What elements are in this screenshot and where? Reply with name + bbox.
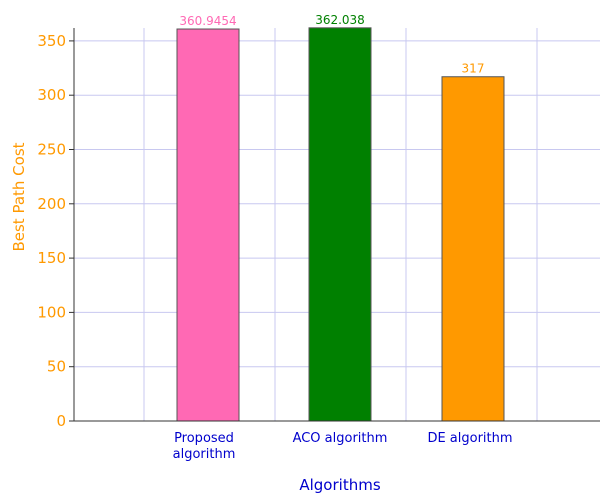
y-tick-label: 250 (37, 141, 66, 159)
bars (176, 27, 505, 422)
data-label: 317 (462, 62, 485, 76)
bar (441, 76, 505, 422)
x-axis-title: Algorithms (299, 476, 380, 494)
data-label: 360.9454 (179, 14, 236, 28)
y-tick-label: 150 (37, 249, 66, 267)
y-axis-title: Best Path Cost (10, 142, 28, 251)
y-tick-label: 0 (56, 412, 66, 430)
x-category-label: ACO algorithm (293, 431, 388, 446)
x-category-label-line: algorithm (173, 447, 236, 462)
x-category-label-line: Proposed (174, 431, 234, 446)
x-category-label: DE algorithm (427, 431, 512, 446)
data-label: 362.038 (315, 13, 365, 27)
y-tick-label: 50 (47, 358, 66, 376)
x-category-labels: Proposed algorithm ACO algorithm DE algorit… (173, 431, 513, 462)
y-tick-labels: 0 50 100 150 200 250 300 350 (37, 32, 74, 430)
x-category-label-line: DE algorithm (427, 431, 512, 446)
y-tick-label: 100 (37, 303, 66, 321)
x-category-label: Proposed algorithm (173, 431, 236, 462)
bar (176, 28, 240, 422)
bar (308, 27, 372, 422)
y-tick-label: 200 (37, 195, 66, 213)
y-tick-label: 300 (37, 86, 66, 104)
y-tick-label: 350 (37, 32, 66, 50)
data-labels: 360.9454 362.038 317 (179, 13, 484, 76)
axes (73, 28, 600, 422)
x-category-label-line: ACO algorithm (293, 431, 388, 446)
